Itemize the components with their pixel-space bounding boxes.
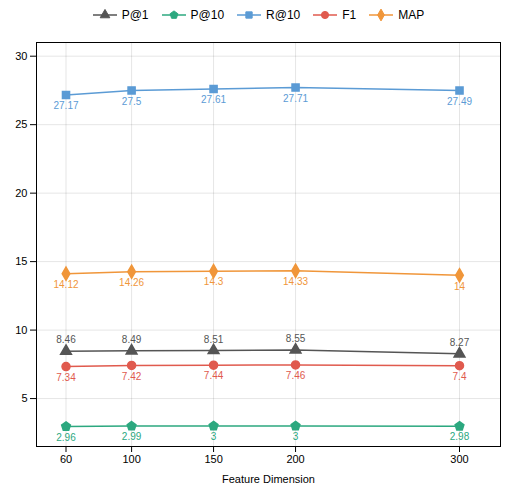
svg-text:7.44: 7.44 [204, 370, 224, 381]
svg-text:7.42: 7.42 [122, 371, 142, 382]
svg-text:2.96: 2.96 [56, 432, 76, 443]
svg-text:8.46: 8.46 [56, 334, 76, 345]
svg-text:8.55: 8.55 [286, 333, 306, 344]
svg-text:30: 30 [15, 50, 27, 62]
svg-text:2.98: 2.98 [450, 431, 470, 442]
svg-text:14.12: 14.12 [53, 279, 78, 290]
svg-text:25: 25 [15, 118, 27, 130]
html-text:P@10: P@10 [190, 8, 225, 22]
html-text:MAP: MAP [398, 8, 425, 22]
svg-text:7.34: 7.34 [56, 372, 76, 383]
svg-text:60: 60 [60, 453, 72, 465]
svg-text:27.49: 27.49 [447, 96, 472, 107]
svg-text:15: 15 [15, 255, 27, 267]
svg-text:14.26: 14.26 [119, 277, 144, 288]
svg-text:300: 300 [450, 453, 468, 465]
svg-text:Feature Dimension: Feature Dimension [222, 473, 315, 485]
svg-text:27.5: 27.5 [122, 96, 142, 107]
svg-text:7.46: 7.46 [286, 370, 306, 381]
html-text:P@1: P@1 [121, 8, 149, 22]
svg-text:3: 3 [211, 431, 217, 442]
svg-text:7.4: 7.4 [453, 371, 467, 382]
svg-text:27.61: 27.61 [201, 94, 226, 105]
svg-text:8.27: 8.27 [450, 337, 470, 348]
svg-text:14.33: 14.33 [283, 276, 308, 287]
svg-text:14: 14 [454, 281, 466, 292]
html-text:R@10: R@10 [266, 8, 301, 22]
svg-text:2.99: 2.99 [122, 431, 142, 442]
html-text:F1: F1 [342, 8, 357, 22]
svg-text:20: 20 [15, 187, 27, 199]
svg-text:27.71: 27.71 [283, 93, 308, 104]
svg-text:10: 10 [15, 324, 27, 336]
svg-text:150: 150 [204, 453, 222, 465]
svg-text:14.3: 14.3 [204, 276, 224, 287]
svg-text:8.49: 8.49 [122, 334, 142, 345]
svg-text:8.51: 8.51 [204, 334, 224, 345]
svg-text:100: 100 [122, 453, 140, 465]
svg-text:200: 200 [286, 453, 304, 465]
svg-text:27.17: 27.17 [53, 100, 78, 111]
svg-text:5: 5 [21, 392, 27, 404]
svg-text:3: 3 [293, 431, 299, 442]
